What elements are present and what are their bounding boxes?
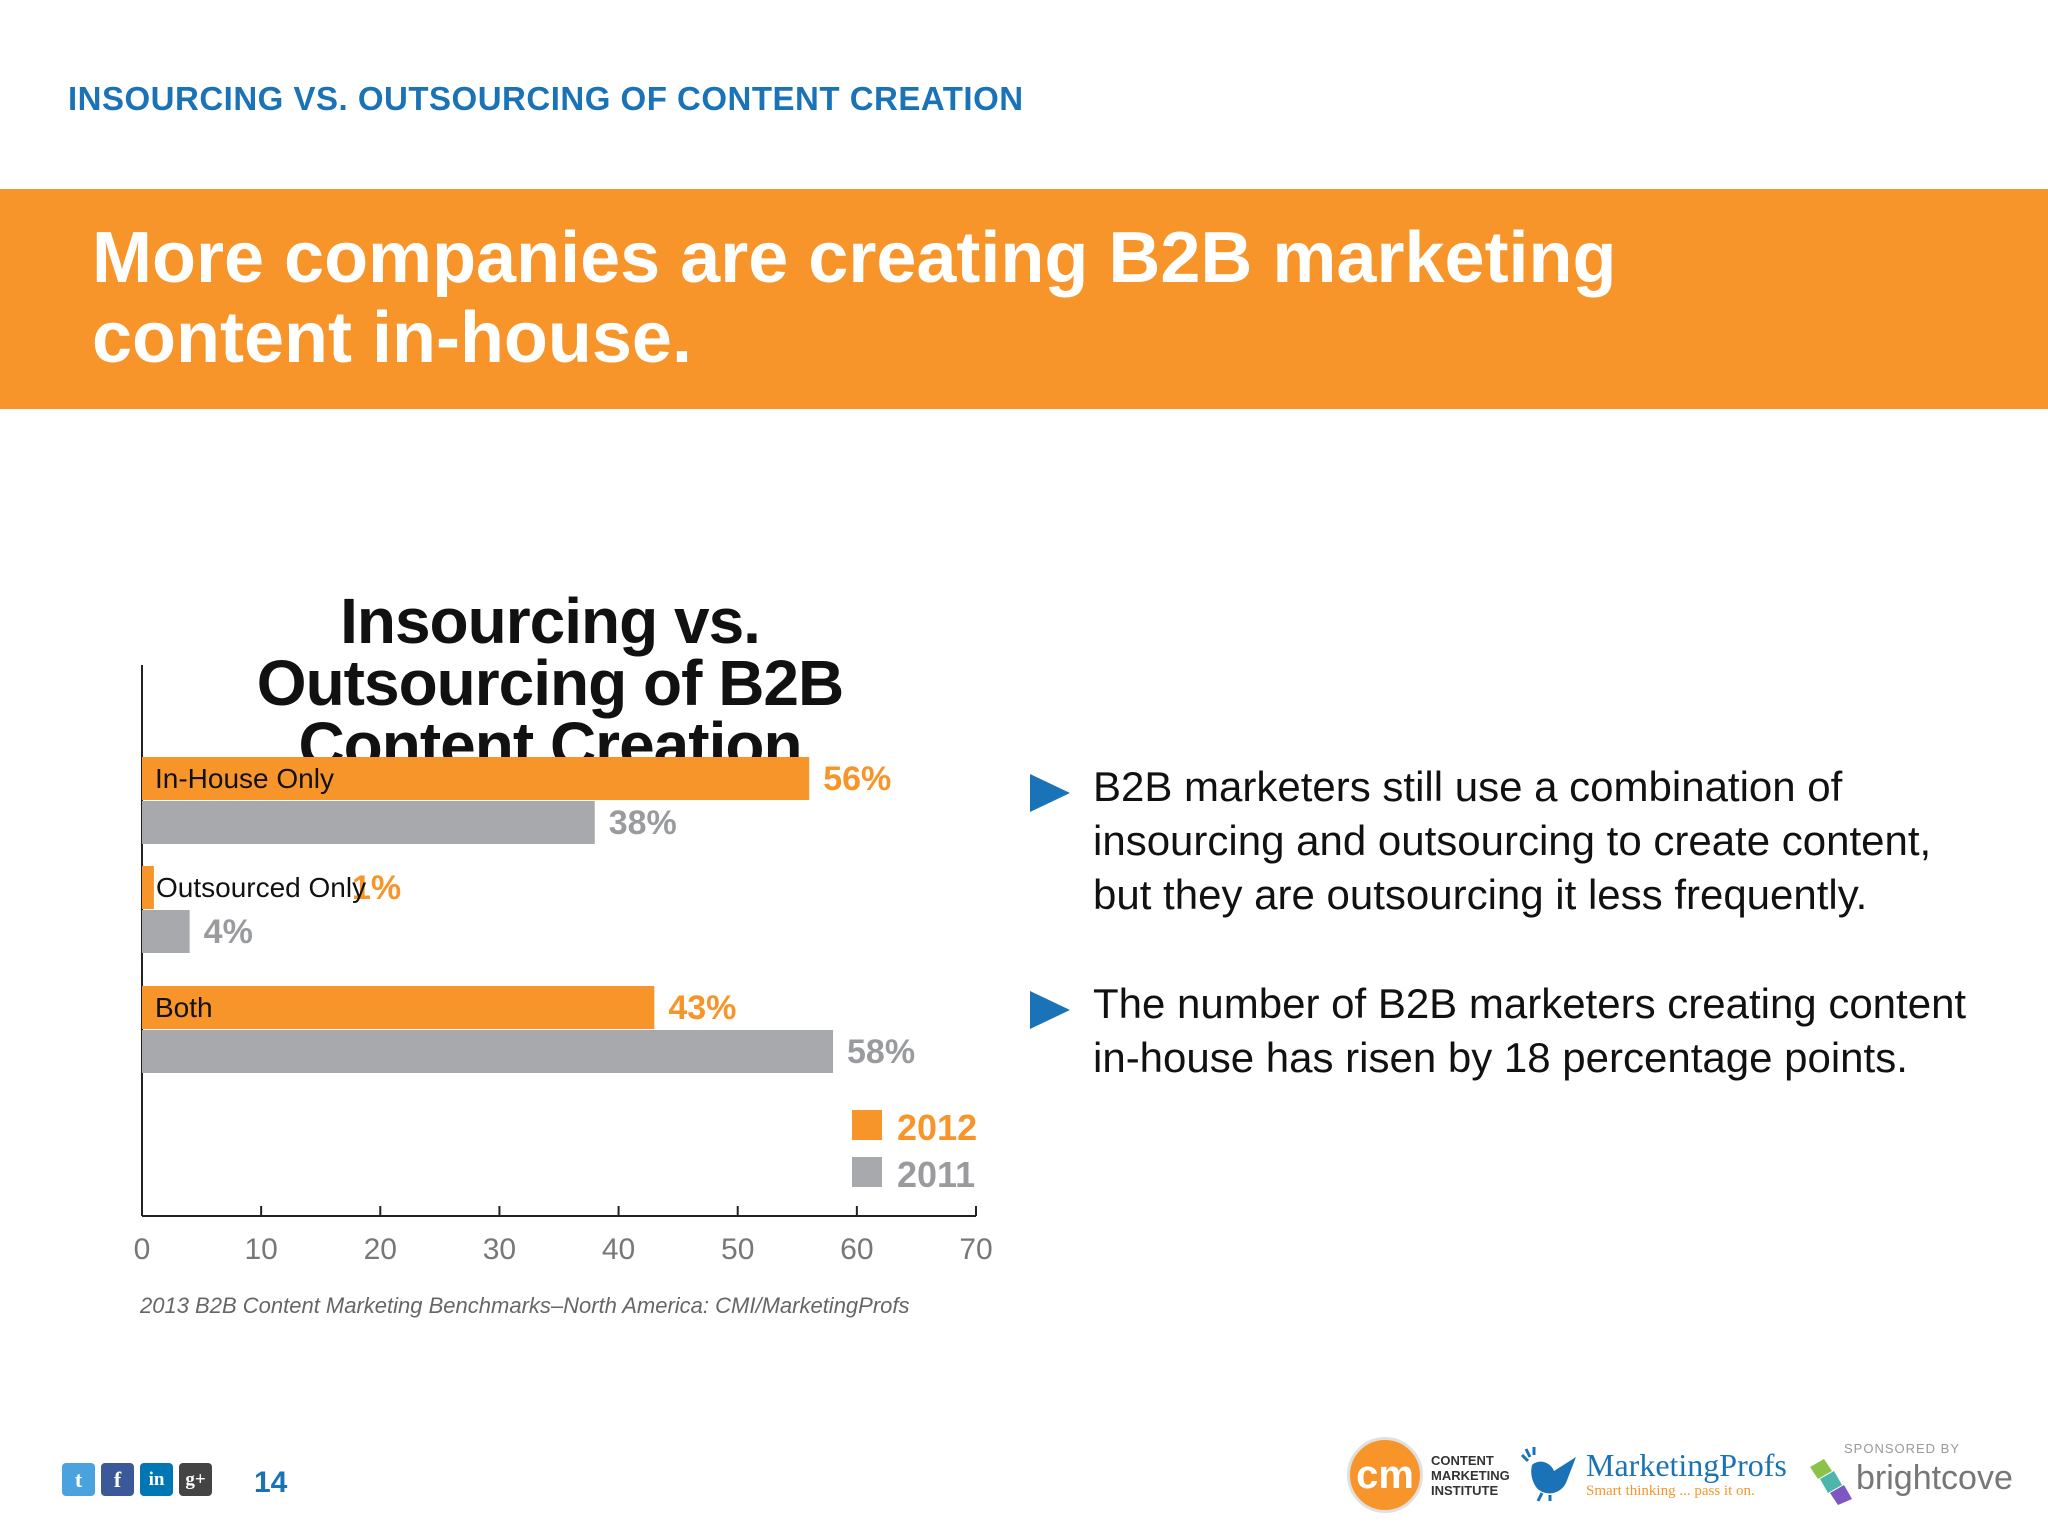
x-tick-label: 10 [244,1233,277,1266]
x-tick-label: 50 [721,1233,754,1266]
sponsored-by-label: SPONSORED BY [1844,1441,1961,1456]
x-tick-label: 70 [959,1233,992,1266]
data-label: 58% [847,1033,915,1071]
data-label: 43% [668,989,736,1027]
marketingprofs-name: MarketingProfs [1586,1447,1787,1483]
brightcove-mark-icon [1810,1459,1852,1505]
bullet-point-2: The number of B2B marketers creating con… [1030,977,2000,1085]
bullet-point-1: B2B marketers still use a combination of… [1030,760,2000,922]
facebook-icon[interactable]: f [101,1463,134,1496]
x-tick-label: 60 [840,1233,873,1266]
data-label: 1% [352,869,401,907]
triangle-bullet-icon [1030,991,1070,1029]
marketingprofs-logo: MarketingProfs Smart thinking ... pass i… [1520,1443,1787,1508]
bar-2011-1 [142,910,190,953]
source-note: 2013 B2B Content Marketing Benchmarks–No… [139,1293,910,1318]
data-label: 38% [609,804,677,842]
chart-title: Insourcing vs. Outsourcing of B2B Conten… [256,585,844,781]
page-number: 14 [254,1466,288,1499]
bar-2012-1 [142,866,154,909]
legend-swatch-2012 [852,1110,882,1140]
section-kicker: INSOURCING VS. OUTSOURCING OF CONTENT CR… [68,80,1024,117]
category-label: Outsourced Only [156,872,366,903]
brightcove-name: brightcove [1856,1459,2013,1497]
title-banner [0,189,2048,409]
x-tick-label: 0 [134,1233,151,1266]
marketingprofs-tagline: Smart thinking ... pass it on. [1586,1483,1755,1499]
legend-swatch-2011 [852,1157,882,1187]
data-label: 4% [204,913,253,951]
cmi-logo: cm CONTENT MARKETING INSTITUTE [1347,1437,1510,1513]
bar-2012-2 [142,986,655,1029]
bar-2012-0 [142,757,810,800]
twitter-icon[interactable]: t [62,1463,95,1496]
bar-2011-2 [142,1030,834,1073]
triangle-bullet-icon [1030,774,1070,812]
x-tick-label: 30 [483,1233,516,1266]
slide-title: More companies are creating B2B marketin… [92,218,1617,378]
bar-2011-0 [142,801,595,844]
legend-label: 2011 [897,1154,975,1195]
google-plus-icon[interactable]: g+ [179,1463,212,1496]
category-label: In-House Only [155,763,334,794]
category-label: Both [155,992,213,1023]
x-tick-label: 20 [364,1233,397,1266]
legend-label: 2012 [897,1107,977,1148]
bird-icon [1520,1447,1576,1502]
social-share-bar: t f in g+ [62,1463,212,1496]
cmi-logo-mark: cm [1347,1437,1423,1513]
linkedin-icon[interactable]: in [140,1463,173,1496]
cmi-logo-text: CONTENT MARKETING INSTITUTE [1431,1452,1510,1498]
data-label: 56% [823,760,891,798]
bullet-text-2: The number of B2B marketers creating con… [1093,980,1967,1081]
x-tick-label: 40 [602,1233,635,1266]
bullet-text-1: B2B marketers still use a combination of… [1093,763,1932,918]
